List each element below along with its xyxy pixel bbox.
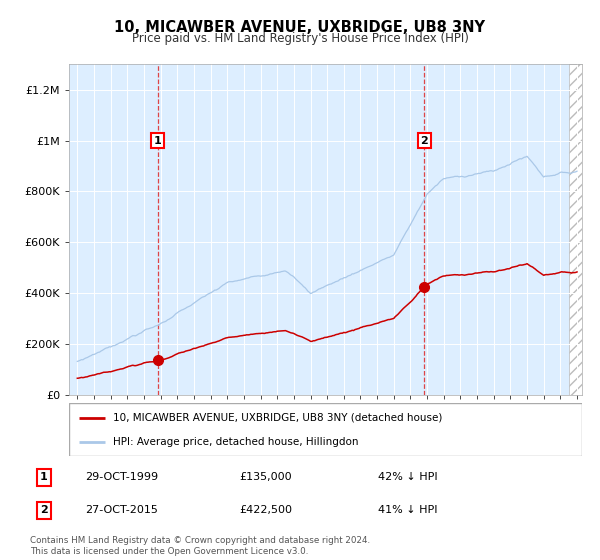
Text: 41% ↓ HPI: 41% ↓ HPI [378,505,437,515]
Text: £422,500: £422,500 [240,505,293,515]
Text: 29-OCT-1999: 29-OCT-1999 [85,473,158,483]
Text: HPI: Average price, detached house, Hillingdon: HPI: Average price, detached house, Hill… [113,437,358,447]
Text: £135,000: £135,000 [240,473,292,483]
Text: 1: 1 [40,473,47,483]
Text: 27-OCT-2015: 27-OCT-2015 [85,505,158,515]
Text: Contains HM Land Registry data © Crown copyright and database right 2024.
This d: Contains HM Land Registry data © Crown c… [30,536,370,556]
Text: Price paid vs. HM Land Registry's House Price Index (HPI): Price paid vs. HM Land Registry's House … [131,32,469,45]
Text: 1: 1 [154,136,161,146]
FancyBboxPatch shape [69,403,582,456]
Text: 10, MICAWBER AVENUE, UXBRIDGE, UB8 3NY (detached house): 10, MICAWBER AVENUE, UXBRIDGE, UB8 3NY (… [113,413,442,423]
Text: 10, MICAWBER AVENUE, UXBRIDGE, UB8 3NY: 10, MICAWBER AVENUE, UXBRIDGE, UB8 3NY [115,20,485,35]
Text: 2: 2 [421,136,428,146]
Text: 42% ↓ HPI: 42% ↓ HPI [378,473,437,483]
Text: 2: 2 [40,505,47,515]
Bar [569,64,582,395]
